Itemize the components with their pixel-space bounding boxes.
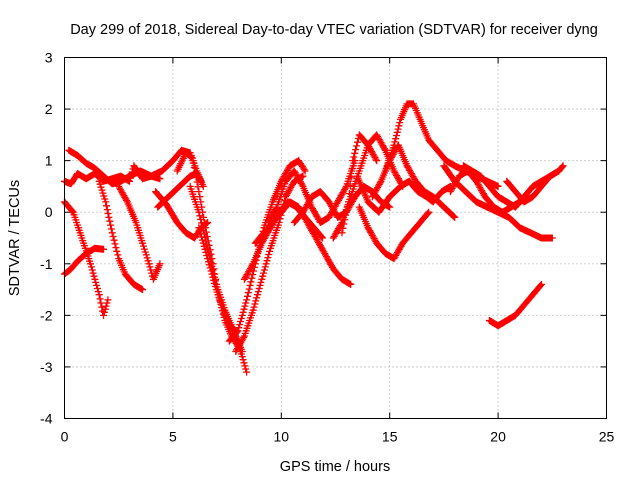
plot-frame [64, 57, 607, 419]
x-tick-label: 15 [382, 429, 398, 445]
plus-marker-trail [503, 162, 567, 206]
plus-marker-trail [355, 203, 433, 263]
y-tick-label: -1 [40, 256, 53, 272]
data-series-arc-22 [368, 141, 459, 221]
plus-marker-trail [338, 131, 381, 237]
x-tick-label: 20 [490, 429, 506, 445]
x-tick-label: 10 [274, 429, 290, 445]
data-series-arc-28 [485, 280, 545, 330]
data-series-arc-19 [338, 131, 381, 237]
plus-marker-trail [154, 170, 205, 211]
data-series-arc-13 [232, 172, 307, 355]
data-series-arc-21 [355, 203, 433, 263]
plus-marker-trail [61, 198, 112, 319]
y-tick-label: -2 [40, 307, 53, 323]
plus-marker-trail [61, 244, 107, 278]
axis-ticks: 0 5 10 15 20 25 -4 -3 -2 -1 0 1 2 3 [40, 50, 614, 445]
grid-lines [64, 57, 607, 419]
plus-marker-trail [368, 141, 459, 221]
y-tick-label: -4 [40, 411, 53, 427]
y-tick-label: 0 [45, 204, 53, 220]
x-tick-label: 5 [169, 429, 177, 445]
data-series-arc-1 [61, 198, 112, 319]
data-series-arc-15 [251, 198, 355, 288]
plus-marker-trail [353, 172, 454, 216]
data-points [61, 100, 567, 376]
y-tick-label: 3 [45, 50, 53, 66]
data-series-arc-2 [61, 244, 107, 278]
data-series-arc-5 [95, 177, 146, 294]
plus-marker-trail [115, 182, 164, 283]
x-tick-label: 0 [61, 429, 69, 445]
data-series-arc-8 [154, 170, 205, 211]
data-series-arc-27 [503, 162, 567, 206]
data-series-arc-20 [353, 172, 454, 216]
y-tick-label: -3 [40, 359, 53, 375]
chart-title: Day 299 of 2018, Sidereal Day-to-day VTE… [70, 22, 598, 38]
data-series-arc-16 [264, 157, 359, 226]
plus-marker-trail [232, 172, 307, 355]
x-axis-title: GPS time / hours [280, 459, 390, 475]
data-series-arc-6 [115, 182, 164, 283]
x-tick-label: 25 [599, 429, 615, 445]
plus-marker-trail [251, 198, 355, 288]
plus-marker-trail [95, 177, 146, 294]
y-axis-title: SDTVAR / TECUs [7, 180, 23, 296]
y-tick-label: 1 [45, 153, 53, 169]
y-tick-label: 2 [45, 101, 53, 117]
plus-marker-trail [264, 157, 359, 226]
plus-marker-trail [485, 280, 545, 330]
